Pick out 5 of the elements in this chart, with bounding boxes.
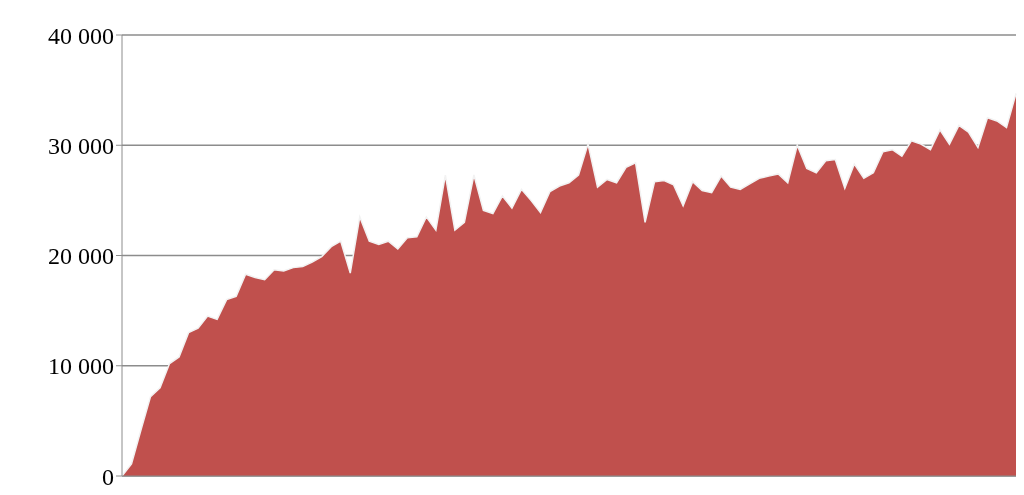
y-tick-label: 20 000: [48, 243, 114, 270]
y-tick-label: 10 000: [48, 353, 114, 380]
y-tick-label: 30 000: [48, 132, 114, 159]
y-tick-label: 40 000: [48, 22, 114, 49]
y-tick-label: 0: [102, 463, 114, 490]
